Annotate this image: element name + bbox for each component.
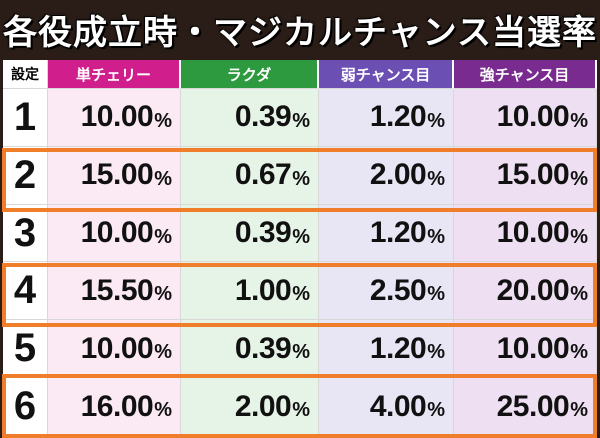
value: 0.67 xyxy=(234,158,292,192)
percent-sign: % xyxy=(427,341,445,364)
value: 1.20 xyxy=(369,216,427,250)
percent-sign: % xyxy=(292,399,310,422)
percent-sign: % xyxy=(427,399,445,422)
percent-sign: % xyxy=(292,341,310,364)
percent-sign: % xyxy=(292,283,310,306)
table-cell: 2.50% xyxy=(319,262,454,321)
table-cell: 2.00% xyxy=(319,146,454,205)
value: 10.00 xyxy=(80,100,154,134)
probability-table: 設定 単チェリー ラクダ 弱チャンス目 強チャンス目 1 10.00% 0.39… xyxy=(3,60,597,436)
setting-number: 3 xyxy=(3,204,48,263)
table-cell: 16.00% xyxy=(48,378,181,436)
value: 20.00 xyxy=(496,273,570,307)
setting-number: 6 xyxy=(3,378,48,436)
value: 0.39 xyxy=(234,100,292,134)
percent-sign: % xyxy=(154,399,172,422)
value: 4.00 xyxy=(369,389,427,423)
percent-sign: % xyxy=(570,225,588,248)
percent-sign: % xyxy=(570,399,588,422)
value: 10.00 xyxy=(496,331,570,365)
value: 16.00 xyxy=(80,389,154,423)
value: 2.00 xyxy=(369,158,427,192)
value: 0.39 xyxy=(234,331,292,365)
table-cell: 10.00% xyxy=(454,204,597,263)
value: 1.20 xyxy=(369,331,427,365)
value: 2.50 xyxy=(369,273,427,307)
percent-sign: % xyxy=(154,167,172,190)
table-cell: 1.20% xyxy=(319,320,454,379)
percent-sign: % xyxy=(427,109,445,132)
table-cell: 1.00% xyxy=(181,262,319,321)
table-cell: 10.00% xyxy=(454,89,597,147)
percent-sign: % xyxy=(292,109,310,132)
table-cell: 0.39% xyxy=(181,89,319,147)
table-cell: 10.00% xyxy=(48,320,181,379)
setting-number: 4 xyxy=(3,262,48,321)
table-cell: 10.00% xyxy=(454,320,597,379)
header-weak-chance: 弱チャンス目 xyxy=(319,60,454,89)
percent-sign: % xyxy=(427,283,445,306)
percent-sign: % xyxy=(570,283,588,306)
setting-number: 1 xyxy=(3,89,48,147)
percent-sign: % xyxy=(570,167,588,190)
table-cell: 15.50% xyxy=(48,262,181,321)
table-cell: 25.00% xyxy=(454,378,597,436)
table-cell: 4.00% xyxy=(319,378,454,436)
setting-number: 2 xyxy=(3,146,48,205)
value: 15.50 xyxy=(80,273,154,307)
value: 0.39 xyxy=(234,216,292,250)
percent-sign: % xyxy=(570,109,588,132)
table-cell: 2.00% xyxy=(181,378,319,436)
table-cell: 0.39% xyxy=(181,204,319,263)
table-cell: 1.20% xyxy=(319,204,454,263)
value: 15.00 xyxy=(496,158,570,192)
value: 10.00 xyxy=(80,216,154,250)
percent-sign: % xyxy=(154,109,172,132)
table-cell: 1.20% xyxy=(319,89,454,147)
value: 15.00 xyxy=(80,158,154,192)
header-setting: 設定 xyxy=(3,60,48,89)
table-cell: 0.67% xyxy=(181,146,319,205)
percent-sign: % xyxy=(570,341,588,364)
value: 10.00 xyxy=(496,100,570,134)
value: 2.00 xyxy=(234,389,292,423)
value: 25.00 xyxy=(496,389,570,423)
table-cell: 10.00% xyxy=(48,89,181,147)
setting-number: 5 xyxy=(3,320,48,379)
table-cell: 15.00% xyxy=(454,146,597,205)
value: 1.20 xyxy=(369,100,427,134)
value: 10.00 xyxy=(496,216,570,250)
value: 10.00 xyxy=(80,331,154,365)
percent-sign: % xyxy=(427,167,445,190)
table-cell: 0.39% xyxy=(181,320,319,379)
percent-sign: % xyxy=(154,341,172,364)
percent-sign: % xyxy=(154,283,172,306)
percent-sign: % xyxy=(154,225,172,248)
table-cell: 15.00% xyxy=(48,146,181,205)
header-rakuda: ラクダ xyxy=(181,60,319,89)
table-cell: 20.00% xyxy=(454,262,597,321)
page-title: 各役成立時・マジカルチャンス当選率 xyxy=(3,12,597,53)
header-strong-chance: 強チャンス目 xyxy=(454,60,597,89)
percent-sign: % xyxy=(427,225,445,248)
percent-sign: % xyxy=(292,225,310,248)
percent-sign: % xyxy=(292,167,310,190)
table-cell: 10.00% xyxy=(48,204,181,263)
header-cherry: 単チェリー xyxy=(48,60,181,89)
value: 1.00 xyxy=(234,273,292,307)
